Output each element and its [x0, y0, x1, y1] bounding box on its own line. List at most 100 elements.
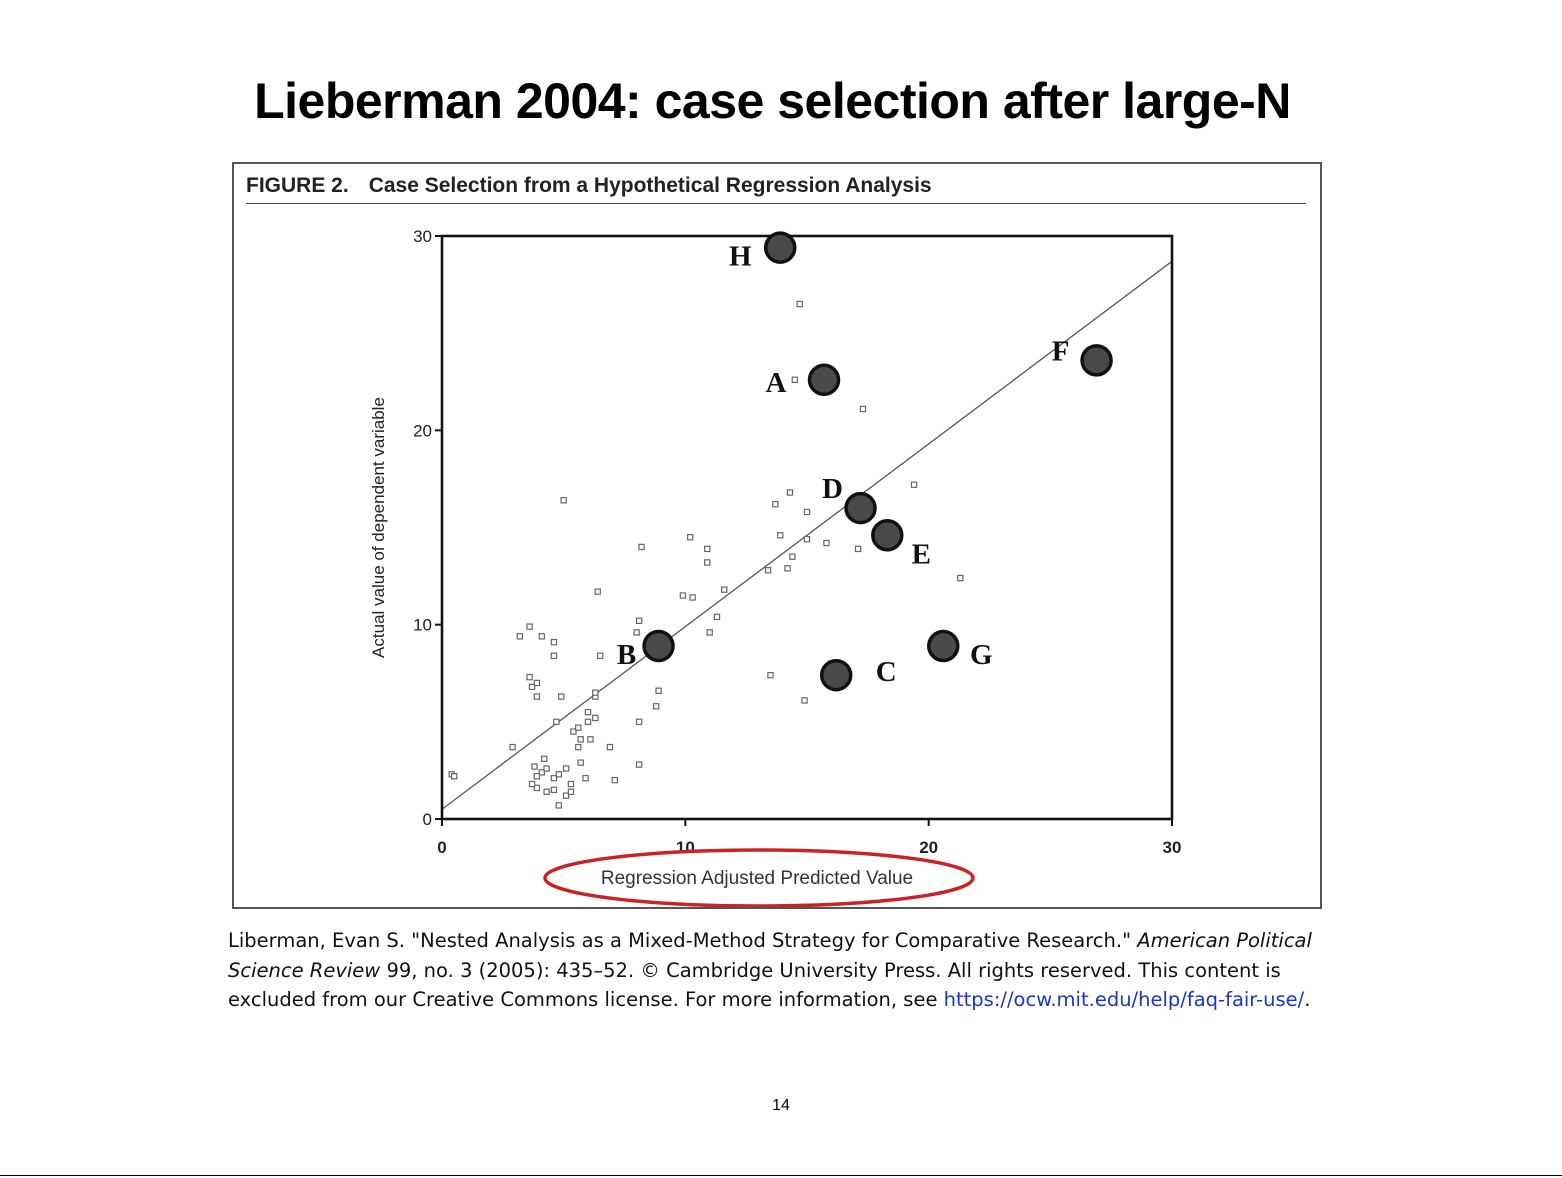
- data-point: [577, 759, 584, 766]
- x-tick-label: 10: [676, 838, 695, 857]
- case-label-a: A: [766, 367, 787, 399]
- case-marker-e: [871, 519, 904, 552]
- data-point: [587, 736, 594, 743]
- regression-line: [442, 260, 1172, 810]
- data-point: [531, 763, 538, 770]
- data-point: [577, 736, 584, 743]
- data-point: [784, 565, 791, 572]
- data-point: [582, 774, 589, 782]
- data-point: [584, 708, 592, 716]
- data-point: [543, 765, 550, 772]
- scatter-plot: 0 10 20 30 0 10 20 30 Actual value of dependent …: [369, 227, 1182, 907]
- data-point: [801, 697, 808, 704]
- data-point: [538, 769, 545, 776]
- data-point: [567, 780, 575, 788]
- data-point: [526, 623, 533, 630]
- data-point: [803, 508, 811, 516]
- data-point: [789, 553, 796, 560]
- plot-frame: [440, 234, 1174, 821]
- y-tick-label: 0: [423, 810, 432, 829]
- data-point: [570, 728, 577, 735]
- credit-journal: American Political Science Review: [228, 929, 1312, 982]
- data-point: [777, 532, 784, 539]
- data-point: [635, 718, 643, 726]
- data-point: [553, 718, 560, 726]
- data-point: [516, 633, 524, 640]
- data-point: [594, 588, 601, 595]
- case-label-h: H: [729, 241, 752, 273]
- case-label-g: G: [970, 639, 993, 671]
- figure-number: FIGURE 2.: [246, 174, 349, 197]
- page-number: 14: [772, 1097, 790, 1114]
- data-point: [803, 535, 811, 543]
- case-label-d: D: [822, 473, 843, 505]
- data-point: [859, 405, 867, 413]
- data-point: [767, 671, 774, 679]
- data-point: [679, 592, 687, 599]
- data-point: [721, 586, 728, 593]
- figure-frame: FIGURE 2. Case Selection from a Hypotheti…: [232, 162, 1322, 909]
- data-point: [450, 773, 458, 780]
- data-point: [764, 567, 772, 574]
- credit-text: Liberman, Evan S. "Nested Analysis as a …: [228, 926, 1348, 1015]
- data-point: [509, 743, 516, 751]
- case-marker-d: [844, 491, 877, 525]
- data-point: [957, 574, 964, 582]
- bottom-rule: [0, 1175, 1562, 1176]
- data-point: [528, 683, 536, 691]
- data-point: [704, 545, 711, 553]
- data-point: [910, 481, 918, 488]
- data-point: [633, 629, 640, 636]
- data-point: [652, 703, 660, 710]
- caption-rule: [246, 203, 1306, 204]
- slide-title: Lieberman 2004: case selection after lar…: [254, 73, 1291, 129]
- data-point: [575, 743, 582, 751]
- data-point: [655, 687, 662, 694]
- x-tick-label: 20: [919, 838, 938, 857]
- x-tick-label: 0: [437, 838, 446, 857]
- x-tick-label: 30: [1163, 838, 1182, 857]
- data-point: [567, 788, 575, 795]
- data-point: [606, 743, 614, 751]
- data-point: [706, 629, 713, 636]
- data-point: [562, 765, 570, 772]
- case-label-e: E: [912, 538, 931, 570]
- data-point: [596, 652, 604, 659]
- data-point: [611, 776, 618, 784]
- data-point: [689, 594, 696, 601]
- data-point: [533, 773, 541, 780]
- credit-part3: .: [1304, 988, 1311, 1011]
- data-point: [555, 771, 563, 778]
- data-point: [533, 679, 541, 687]
- data-point: [550, 652, 558, 659]
- data-point: [823, 539, 830, 547]
- data-point: [541, 755, 548, 762]
- data-point: [592, 714, 599, 722]
- case-marker-a: [807, 363, 841, 397]
- data-point: [550, 786, 558, 794]
- figure-caption: FIGURE 2. Case Selection from a Hypotheti…: [246, 174, 932, 198]
- data-point: [772, 500, 779, 508]
- data-point: [635, 761, 643, 768]
- data-point: [638, 543, 645, 551]
- data-point: [575, 724, 582, 731]
- case-label-f: F: [1052, 335, 1070, 367]
- data-point: [528, 780, 536, 788]
- data-point: [550, 638, 558, 646]
- fair-use-link[interactable]: https://ocw.mit.edu/help/faq-fair-use/: [943, 988, 1305, 1011]
- data-point: [550, 774, 558, 782]
- case-marker-f: [1080, 344, 1113, 377]
- data-point: [533, 784, 541, 792]
- data-point: [543, 788, 550, 795]
- data-point: [584, 718, 592, 726]
- data-point: [562, 792, 570, 799]
- credit-part2: 99, no. 3 (2005): 435–52. © Cambridge Un…: [228, 958, 1281, 1012]
- y-tick-label: 20: [413, 421, 432, 440]
- figure-title: Case Selection from a Hypothetical Regre…: [368, 174, 932, 197]
- data-point: [558, 693, 565, 700]
- case-marker-c: [819, 658, 853, 692]
- credit-part1: Liberman, Evan S. "Nested Analysis as a …: [228, 929, 1138, 952]
- case-marker-g: [927, 629, 960, 663]
- data-point: [704, 559, 711, 566]
- data-point: [786, 489, 794, 496]
